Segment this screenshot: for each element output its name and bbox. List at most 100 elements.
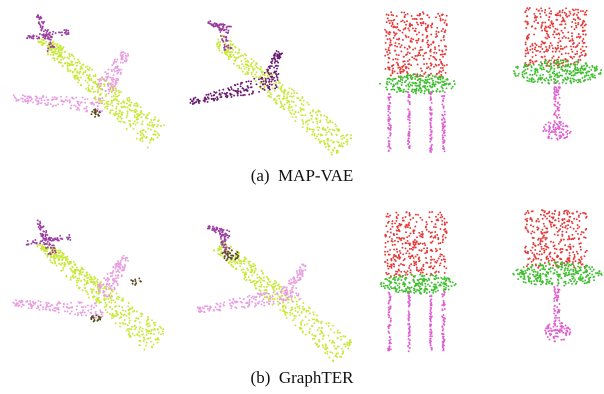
leg-point (442, 105, 445, 108)
wing-point (86, 304, 89, 307)
fuselage-point (284, 314, 287, 316)
seat-point (432, 81, 435, 84)
backrest-point (439, 53, 442, 56)
wing-point (290, 278, 293, 281)
leg-point (429, 93, 432, 96)
seat-point (424, 87, 427, 90)
fuselage-point (317, 133, 320, 136)
fuselage-point (269, 280, 272, 283)
leg-point (387, 106, 390, 109)
backrest-point (430, 258, 433, 261)
fuselage-point (316, 343, 319, 346)
base-point (566, 129, 569, 132)
seat-point (523, 70, 526, 73)
backrest-point (406, 51, 409, 54)
tail-point (220, 237, 222, 240)
wing-point (289, 289, 292, 292)
wing-point (120, 269, 123, 272)
wing-point (111, 272, 114, 275)
fuselage-point (113, 314, 116, 317)
fuselage-point (156, 123, 159, 126)
fuselage-point (123, 101, 126, 104)
leg-point (430, 148, 433, 151)
wing-point (123, 266, 126, 269)
wing-point (38, 97, 41, 100)
tail-point (222, 240, 224, 243)
fuselage-point (337, 129, 339, 132)
fuselage-point (115, 292, 118, 295)
seat-point (571, 77, 574, 80)
leg-point (408, 145, 411, 148)
seat-point (536, 80, 539, 83)
backrest-point (400, 70, 403, 73)
fuselage-point (243, 262, 246, 265)
fuselage-point (280, 85, 283, 88)
wing-point (109, 88, 112, 91)
fuselage-point (258, 279, 261, 282)
tail-point (51, 244, 54, 247)
fuselage-point (103, 106, 106, 109)
fuselage-point (221, 51, 224, 54)
backrest-point (391, 71, 394, 74)
wing-point (43, 99, 46, 102)
wing-point (77, 301, 80, 304)
fuselage-point (88, 78, 91, 80)
fuselage-point (328, 128, 331, 131)
fuselage-point (41, 41, 44, 44)
wing-point (57, 300, 60, 303)
engine-point (226, 253, 229, 256)
backrest-point (428, 44, 431, 47)
wing-point (114, 83, 117, 86)
fuselage-point (319, 142, 322, 144)
fuselage-point (135, 105, 138, 107)
seat-point (426, 80, 429, 83)
base-point (558, 122, 561, 125)
tail-point (30, 37, 33, 39)
fuselage-point (109, 292, 112, 295)
fuselage-point (321, 127, 324, 130)
fuselage-point (240, 262, 243, 265)
airplane-point-cloud (12, 14, 166, 149)
fuselage-point (135, 118, 138, 121)
fuselage-point (78, 272, 81, 275)
leg-point (387, 104, 390, 107)
fuselage-point (315, 319, 318, 322)
wing-point (208, 309, 211, 312)
fuselage-point (126, 114, 129, 117)
fuselage-point (92, 296, 95, 299)
backrest-point (441, 50, 444, 53)
wing-point (109, 271, 112, 274)
wing-point (219, 96, 222, 99)
fuselage-point (123, 105, 126, 108)
fuselage-point (133, 104, 135, 107)
backrest-point (404, 63, 406, 66)
seat-point (540, 64, 543, 67)
fuselage-point (151, 121, 153, 124)
wing-point (112, 62, 115, 65)
seat-point (561, 81, 564, 84)
fuselage-point (128, 98, 131, 101)
fuselage-point (140, 315, 143, 318)
fuselage-point (236, 56, 239, 59)
fuselage-point (305, 120, 308, 123)
wing-point (289, 292, 292, 295)
backrest-point (565, 12, 568, 15)
fuselage-point (232, 48, 235, 51)
wing-point (236, 83, 239, 86)
fuselage-point (314, 117, 317, 120)
seat-point (572, 70, 575, 72)
seat-point (412, 91, 415, 94)
row-graphter (12, 209, 603, 363)
seat-point (425, 76, 428, 79)
leg-point (430, 112, 433, 115)
fuselage-point (258, 289, 261, 291)
fuselage-point (88, 90, 91, 93)
fuselage-point (346, 341, 349, 344)
fuselage-point (279, 100, 282, 103)
base-point (558, 82, 561, 85)
fuselage-point (320, 321, 322, 324)
wing-point (115, 277, 118, 280)
backrest-point (552, 33, 555, 36)
fuselage-point (298, 307, 301, 310)
backrest-point (574, 53, 577, 56)
